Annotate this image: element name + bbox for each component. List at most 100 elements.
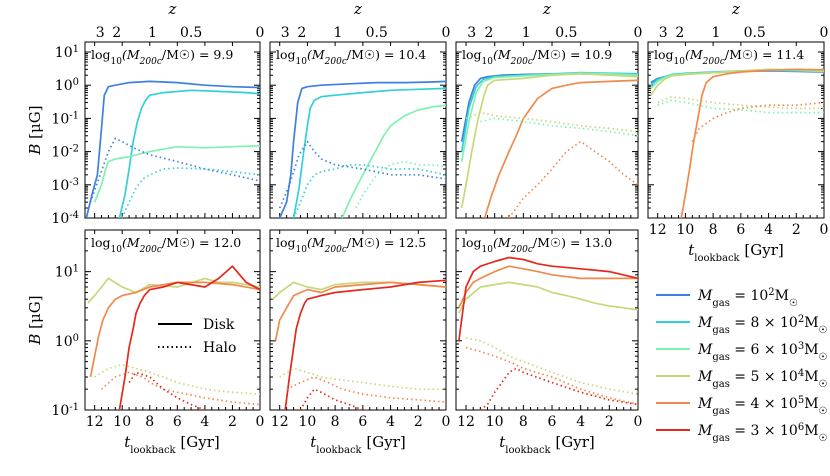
- panel-1-series-mgas-6e3: [93, 144, 260, 203]
- panel-2-title: log10(M200c/M☉) = 10.4: [276, 47, 426, 67]
- panel-4-z-tick-label: 1: [711, 25, 720, 41]
- legend-label-6: Mgas = 3 × 106M☉: [697, 422, 828, 444]
- panel-1-ytick-label: 100: [55, 77, 79, 95]
- panel-5-xtick-label: 12: [86, 414, 104, 430]
- panel-3-z-tick-label: 2: [484, 25, 493, 41]
- text-layer: log10(M200c/M☉) = 9.910-410-310-210-1100…: [26, 0, 828, 456]
- panel-3-z-tick-label: 1: [522, 25, 531, 41]
- panel-3-frame: [455, 41, 639, 219]
- legend-label-3: Mgas = 6 × 103M☉: [697, 341, 828, 363]
- panel-5-title: log10(M200c/M☉) = 12.0: [91, 235, 241, 255]
- panel-7-series-group: [458, 256, 638, 410]
- panel-6-frame: [269, 229, 447, 411]
- panel-4-xtick-label: 2: [792, 222, 801, 238]
- panel-2-series-mgas-1e2-halo: [278, 140, 446, 209]
- panel-7-series-mgas-4e5: [458, 265, 638, 309]
- panel-6-series-mgas-3e6-halo: [299, 388, 371, 410]
- panel-1-z-tick-label: 1: [148, 25, 157, 41]
- panel-1-z-axis-label: z: [168, 0, 177, 18]
- panel-4-xtick-label: 8: [709, 222, 718, 238]
- panel-5-ytick-label: 100: [55, 332, 79, 350]
- panel-3-title: log10(M200c/M☉) = 10.9: [462, 47, 612, 67]
- panel-1-z-tick-label: 0.5: [180, 25, 202, 41]
- panel-4-frame: [647, 41, 825, 219]
- panel-3-z-tick-label: 3: [467, 25, 476, 41]
- panel-5-series-group: [87, 265, 260, 410]
- panel-3-series-mgas-5e4: [460, 72, 638, 209]
- panel-4-series-mgas-6e3-halo: [657, 99, 824, 114]
- panel-4-xtick-label: 4: [764, 222, 773, 238]
- panel-4-xtick-label: 10: [677, 222, 695, 238]
- panel-3-series-mgas-5e4-halo: [465, 111, 638, 133]
- panel-7-series-mgas-5e4: [458, 281, 638, 314]
- panel-1-series-mgas-1e2-halo: [89, 137, 260, 203]
- panel-3-series-mgas-4e5-halo: [508, 140, 638, 218]
- panel-1-title: log10(M200c/M☉) = 9.9: [91, 47, 233, 67]
- panel-4-series-mgas-4e5-halo: [691, 101, 824, 142]
- panel-3-series-mgas-4e5: [483, 79, 638, 218]
- panel-2-series-mgas-8e2-halo: [292, 163, 446, 218]
- legend-disk-label: Disk: [203, 317, 235, 333]
- panel-1-series-mgas-8e2: [118, 89, 260, 218]
- panel-2-z-tick-label: 0: [442, 25, 451, 41]
- panel-6-xtick-label: 8: [331, 414, 340, 430]
- panel-2-z-tick-label: 3: [281, 25, 290, 41]
- panel-3-series-mgas-6e3-halo: [480, 117, 638, 137]
- series-legend: Mgas = 102M☉ Mgas = 8 × 102M☉ Mgas = 6 × 1…: [656, 287, 828, 444]
- panel-1-z-tick-label: 2: [112, 25, 121, 41]
- panel-1-ytick-label: 10-3: [51, 176, 79, 194]
- panel-2-frame: [269, 41, 447, 219]
- panel-5-series-mgas-4e5-halo: [100, 371, 260, 406]
- panel-5-ytick-label: 10-1: [51, 402, 79, 420]
- panel-5-ytick-label: 101: [55, 263, 79, 281]
- y-axis-label: B [μG]: [26, 295, 44, 345]
- panel-2-series-mgas-6e3: [341, 104, 446, 218]
- panel-5-xtick-label: 2: [228, 414, 237, 430]
- x-axis-label: tlookback [Gyr]: [499, 433, 594, 456]
- panel-7-series-mgas-3e6-halo: [479, 367, 638, 410]
- panel-3-z-tick-label: 0: [634, 25, 643, 41]
- panel-5-series-mgas-3e6: [118, 265, 260, 410]
- panel-7-xtick-label: 12: [457, 414, 475, 430]
- panel-2-z-tick-label: 1: [333, 25, 342, 41]
- x-axis-label: tlookback [Gyr]: [688, 241, 783, 264]
- panel-6-xtick-label: 4: [386, 414, 395, 430]
- panel-5-xtick-label: 4: [200, 414, 209, 430]
- legend-label-4: Mgas = 5 × 104M☉: [697, 368, 828, 390]
- panel-7-xtick-label: 0: [634, 414, 643, 430]
- panel-4-xtick-label: 0: [820, 222, 829, 238]
- panel-6-series-group: [272, 279, 446, 410]
- panel-1-ytick-label: 10-2: [51, 143, 79, 161]
- panel-2-z-tick-label: 2: [297, 25, 306, 41]
- panel-6-xtick-label: 10: [299, 414, 317, 430]
- panel-5-series-mgas-5e4: [87, 277, 260, 304]
- panel-7-series-mgas-3e6: [458, 256, 638, 341]
- panel-7-xtick-label: 8: [519, 414, 528, 430]
- panel-7-frame: [455, 229, 639, 411]
- legend-halo-label: Halo: [203, 340, 236, 356]
- panel-7-xtick-label: 4: [576, 414, 585, 430]
- panel-4-z-tick-label: 0.5: [744, 25, 766, 41]
- y-axis-label: B [μG]: [26, 105, 44, 155]
- panel-4-series-mgas-5e4-halo: [657, 95, 824, 110]
- legend-label-5: Mgas = 4 × 105M☉: [697, 395, 828, 417]
- panel-1-series-mgas-1e2: [85, 80, 260, 218]
- x-axis-label: tlookback [Gyr]: [124, 433, 219, 456]
- panel-5-series-mgas-3e6-halo: [128, 371, 209, 410]
- panel-1-series-group: [85, 80, 260, 218]
- panel-2-z-axis-label: z: [353, 0, 362, 18]
- panel-4-z-tick-label: 0: [820, 25, 829, 41]
- panel-6-series-mgas-5e4-halo: [279, 367, 446, 391]
- panel-1-z-tick-label: 3: [96, 25, 105, 41]
- legend-label-2: Mgas = 8 × 102M☉: [697, 314, 828, 336]
- style-legend: Disk Halo: [158, 317, 236, 356]
- panel-5-series-mgas-5e4-halo: [94, 363, 260, 395]
- panel-5-xtick-label: 6: [173, 414, 182, 430]
- panel-6-xtick-label: 0: [442, 414, 451, 430]
- panel-6-series-mgas-3e6: [284, 279, 446, 410]
- panel-7-xtick-label: 6: [548, 414, 557, 430]
- panel-6-xtick-label: 6: [358, 414, 367, 430]
- panel-1-frame: [84, 41, 261, 219]
- panel-7-series-mgas-5e4-halo: [465, 337, 638, 395]
